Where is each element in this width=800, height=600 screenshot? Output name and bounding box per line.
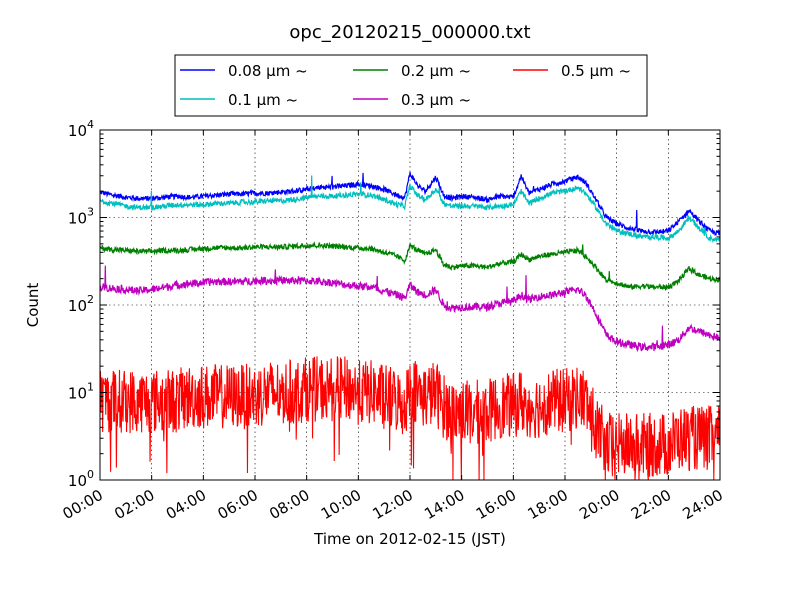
- legend-label: 0.2 μm ~: [401, 62, 471, 80]
- x-tick-label: 24:00: [680, 486, 726, 523]
- x-axis-label: Time on 2012-02-15 (JST): [313, 530, 506, 548]
- series-line: [99, 175, 721, 244]
- x-tick-label: 02:00: [111, 486, 157, 523]
- series-line: [99, 171, 721, 236]
- y-tick-labels: 100 101 102 103 104: [68, 118, 94, 490]
- legend-box: [174, 54, 648, 117]
- x-tick-label: 12:00: [370, 486, 416, 523]
- x-tick-label: 04:00: [163, 486, 209, 523]
- x-tick-label: 18:00: [525, 486, 571, 523]
- x-tick-label: 10:00: [318, 486, 364, 523]
- y-tick-label: 103: [68, 206, 94, 228]
- y-axis-label: Count: [24, 283, 42, 328]
- series-line: [99, 356, 721, 481]
- chart-title: opc_20120215_000000.txt: [289, 22, 530, 43]
- x-tick-label: 00:00: [60, 486, 106, 523]
- x-tick-label: 20:00: [576, 486, 622, 523]
- legend-label: 0.1 μm ~: [228, 91, 298, 109]
- series-line: [99, 265, 721, 353]
- x-tick-labels: 00:00 02:00 04:00 06:00 08:00 10:00 12:00 14:00…: [60, 486, 726, 523]
- x-tick-label: 06:00: [215, 486, 261, 523]
- y-tick-label: 101: [68, 381, 94, 403]
- legend-items: 0.08 μm ~ 0.1 μm ~ 0.2 μm ~ 0.3 μm ~ 0.5 μm …: [180, 62, 631, 109]
- x-tick-label: 16:00: [473, 486, 519, 523]
- legend: 0.08 μm ~ 0.1 μm ~ 0.2 μm ~ 0.3 μm ~ 0.5 μm …: [174, 54, 648, 117]
- y-tick-label: 102: [68, 293, 94, 315]
- x-tick-label: 22:00: [628, 486, 674, 523]
- y-tick-label: 104: [68, 118, 94, 140]
- plot-area: [99, 129, 721, 481]
- legend-label: 0.5 μm ~: [561, 62, 631, 80]
- x-tick-label: 08:00: [266, 486, 312, 523]
- ticks: [99, 129, 721, 481]
- legend-label: 0.3 μm ~: [401, 91, 471, 109]
- legend-label: 0.08 μm ~: [228, 62, 308, 80]
- x-tick-label: 14:00: [421, 486, 467, 523]
- y-tick-label: 100: [68, 468, 94, 490]
- series-lines: [99, 171, 721, 481]
- series-line: [99, 241, 721, 292]
